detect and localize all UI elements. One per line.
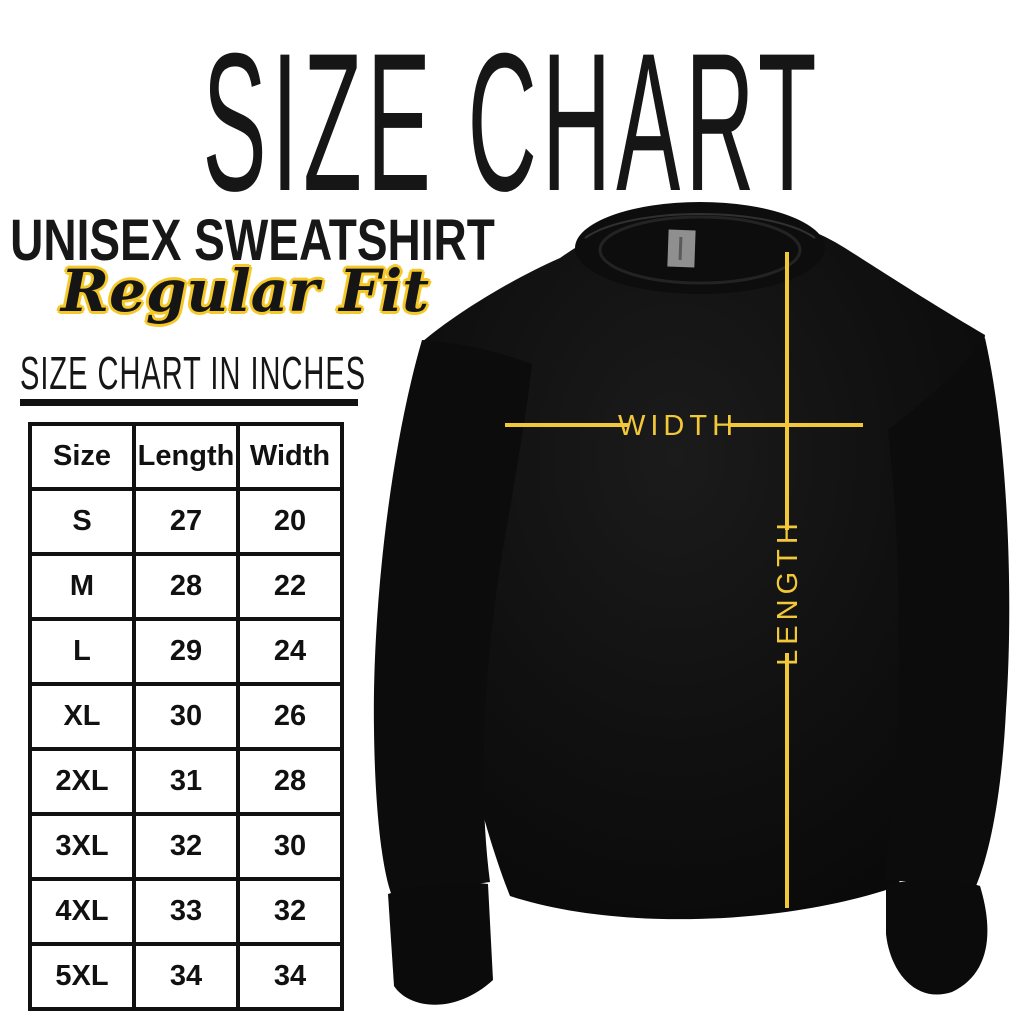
cell-size: 3XL: [28, 812, 136, 881]
col-header-width: Width: [236, 422, 344, 491]
collar-seam: [598, 215, 802, 285]
cell-length: 32: [132, 812, 240, 881]
sweatshirt-left-sleeve: [373, 340, 532, 896]
sweatshirt-right-sleeve: [884, 338, 1010, 886]
cell-size: 2XL: [28, 747, 136, 816]
cell-length: 33: [132, 877, 240, 946]
table-caption: SIZE CHART IN INCHES: [20, 348, 367, 400]
cell-size: S: [28, 487, 136, 556]
cell-length: 27: [132, 487, 240, 556]
size-table: Size Length Width S 27 20 M 28 22 L 29 2…: [28, 422, 344, 1011]
cell-width: 20: [236, 487, 344, 556]
table-row: S 27 20: [28, 487, 344, 556]
cell-width: 28: [236, 747, 344, 816]
cell-width: 26: [236, 682, 344, 751]
collar-highlight: [584, 213, 816, 239]
cell-length: 29: [132, 617, 240, 686]
table-row: 4XL 33 32: [28, 877, 344, 946]
col-header-length: Length: [132, 422, 240, 491]
cell-width: 34: [236, 942, 344, 1011]
table-row: 2XL 31 28: [28, 747, 344, 816]
page-title: SIZE CHART: [202, 13, 822, 234]
table-row: M 28 22: [28, 552, 344, 621]
sweatshirt-left-cuff: [388, 882, 493, 1005]
width-label: WIDTH: [618, 410, 738, 442]
cell-size: L: [28, 617, 136, 686]
col-header-size: Size: [28, 422, 136, 491]
caption-underline: [20, 399, 358, 406]
cell-length: 28: [132, 552, 240, 621]
measurement-overlay: WIDTH LENGTH: [505, 252, 863, 908]
cell-width: 32: [236, 877, 344, 946]
sweatshirt-torso: [421, 207, 985, 920]
table-row: 3XL 32 30: [28, 812, 344, 881]
product-name: UNISEX SWEATSHIRT: [10, 206, 495, 273]
cell-size: XL: [28, 682, 136, 751]
cell-width: 22: [236, 552, 344, 621]
cell-width: 30: [236, 812, 344, 881]
sweatshirt-image: WIDTH LENGTH: [373, 202, 1010, 1005]
sweatshirt-right-cuff: [886, 880, 988, 995]
cell-width: 24: [236, 617, 344, 686]
table-header-row: Size Length Width: [28, 422, 344, 491]
cell-size: 5XL: [28, 942, 136, 1011]
table-row: L 29 24: [28, 617, 344, 686]
neck-tag: [667, 229, 696, 268]
cell-length: 34: [132, 942, 240, 1011]
sweatshirt-diagram: WIDTH LENGTH: [360, 190, 1024, 1024]
cell-size: 4XL: [28, 877, 136, 946]
product-fit-label: Regular Fit: [60, 257, 430, 325]
cell-length: 30: [132, 682, 240, 751]
table-row: 5XL 34 34: [28, 942, 344, 1011]
length-label: LENGTH: [772, 518, 804, 666]
cell-length: 31: [132, 747, 240, 816]
table-row: XL 30 26: [28, 682, 344, 751]
cell-size: M: [28, 552, 136, 621]
